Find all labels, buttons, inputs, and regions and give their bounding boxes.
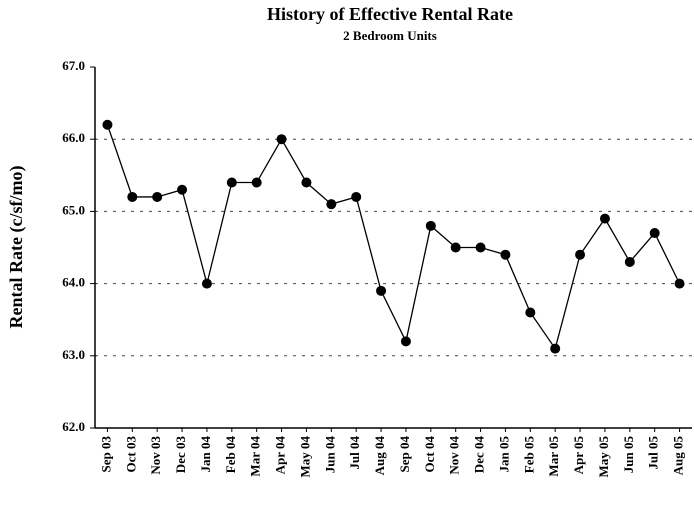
x-tick-label: Jan 04 xyxy=(198,436,213,473)
marker xyxy=(500,249,511,260)
marker xyxy=(550,343,561,354)
x-tick-label: Feb 04 xyxy=(223,436,238,474)
x-tick-label: Nov 04 xyxy=(447,436,462,475)
x-tick-label: Apr 05 xyxy=(571,436,586,475)
y-tick-label: 67.0 xyxy=(62,58,85,73)
x-tick-label: Jun 04 xyxy=(322,436,337,474)
marker xyxy=(624,256,635,267)
y-axis-label: Rental Rate (c/sf/mo) xyxy=(6,166,27,329)
marker xyxy=(400,336,411,347)
x-tick-label: Feb 05 xyxy=(521,436,536,474)
x-tick-label: May 05 xyxy=(596,436,611,478)
chart-subtitle: 2 Bedroom Units xyxy=(343,28,437,43)
marker xyxy=(152,191,163,202)
x-tick-label: Dec 04 xyxy=(472,436,487,474)
marker xyxy=(450,242,461,253)
marker xyxy=(251,177,262,188)
y-tick-label: 63.0 xyxy=(62,347,85,362)
marker xyxy=(127,191,138,202)
x-tick-label: Jul 04 xyxy=(347,436,362,470)
y-tick-label: 66.0 xyxy=(62,130,85,145)
x-tick-label: Apr 04 xyxy=(273,436,288,475)
marker xyxy=(301,177,312,188)
marker xyxy=(326,199,337,210)
x-tick-label: Aug 04 xyxy=(372,436,387,476)
x-tick-label: Mar 04 xyxy=(248,436,263,477)
x-tick-label: May 04 xyxy=(297,436,312,478)
marker xyxy=(351,191,362,202)
marker xyxy=(599,213,610,224)
y-tick-label: 62.0 xyxy=(62,419,85,434)
x-tick-label: Sep 04 xyxy=(397,436,412,473)
marker xyxy=(649,228,660,239)
marker xyxy=(525,307,536,318)
chart-title: History of Effective Rental Rate xyxy=(267,4,513,24)
x-tick-label: Aug 05 xyxy=(671,436,686,476)
marker xyxy=(226,177,237,188)
marker xyxy=(276,134,287,145)
x-tick-label: Mar 05 xyxy=(546,436,561,477)
line xyxy=(106,124,681,351)
marker xyxy=(376,285,387,296)
x-tick-label: Jul 05 xyxy=(646,436,661,470)
x-tick-label: Jun 05 xyxy=(621,436,636,474)
x-tick-label: Jan 05 xyxy=(496,436,511,473)
x-tick-label: Dec 03 xyxy=(173,436,188,474)
x-tick-label: Oct 03 xyxy=(123,436,138,473)
marker xyxy=(177,184,188,195)
y-tick-label: 65.0 xyxy=(62,202,85,217)
marker xyxy=(475,242,486,253)
x-tick-label: Sep 03 xyxy=(98,436,113,473)
marker xyxy=(102,119,113,130)
marker xyxy=(425,220,436,231)
marker xyxy=(575,249,586,260)
y-tick-label: 64.0 xyxy=(62,275,85,290)
marker xyxy=(674,278,685,289)
x-tick-label: Oct 04 xyxy=(422,436,437,473)
marker xyxy=(201,278,212,289)
x-tick-label: Nov 03 xyxy=(148,436,163,475)
